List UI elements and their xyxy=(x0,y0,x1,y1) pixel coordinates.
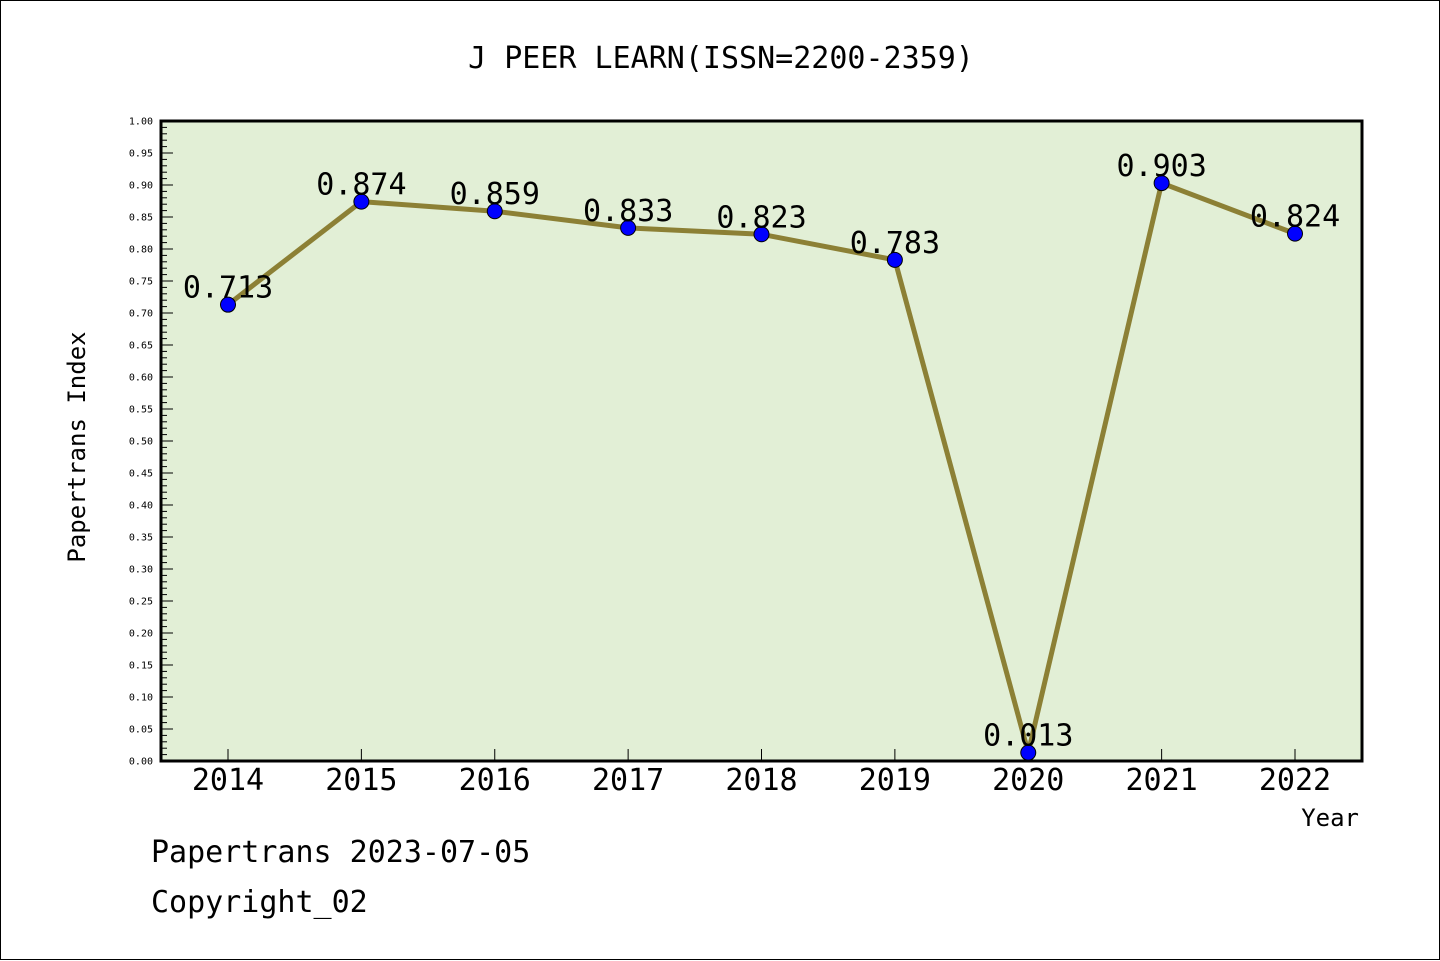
footer-date: Papertrans 2023-07-05 xyxy=(151,835,531,870)
data-point xyxy=(353,193,370,210)
y-tick-label: 1.00 xyxy=(129,117,153,128)
x-axis-ticks: 2014 2015 2016 2017 2018 2019 2020 2021 2022 xyxy=(192,749,1331,798)
y-tick-label: 0.70 xyxy=(129,309,153,320)
x-tick-label: 2020 xyxy=(992,763,1064,798)
data-point xyxy=(753,226,770,243)
x-tick-label: 2019 xyxy=(859,763,931,798)
x-tick-label: 2021 xyxy=(1126,763,1198,798)
y-tick-label: 0.80 xyxy=(129,245,153,256)
data-label: 0.903 xyxy=(1116,149,1206,184)
y-tick-label: 0.85 xyxy=(129,213,153,224)
y-tick-label: 0.15 xyxy=(129,661,153,672)
y-tick-label: 0.30 xyxy=(129,565,153,576)
y-tick-label: 0.35 xyxy=(129,533,153,544)
y-tick-label: 0.45 xyxy=(129,469,153,480)
data-label: 0.713 xyxy=(183,271,273,306)
y-tick-label: 0.20 xyxy=(129,629,153,640)
x-tick-label: 2014 xyxy=(192,763,264,798)
y-tick-label: 0.40 xyxy=(129,501,153,512)
y-tick-label: 0.60 xyxy=(129,373,153,384)
data-label: 0.859 xyxy=(450,177,540,212)
data-points xyxy=(220,175,1303,761)
y-tick-label: 0.50 xyxy=(129,437,153,448)
data-point xyxy=(220,296,236,313)
data-point xyxy=(486,203,503,220)
x-tick-label: 2016 xyxy=(459,763,531,798)
chart-title: J PEER LEARN(ISSN=2200-2359) xyxy=(468,41,974,76)
data-label: 0.823 xyxy=(716,200,806,235)
y-tick-label: 0.25 xyxy=(129,597,153,608)
y-tick-label: 0.90 xyxy=(129,181,153,192)
data-label: 0.824 xyxy=(1250,200,1340,235)
y-axis-label: Papertrans Index xyxy=(63,331,91,562)
data-point xyxy=(1020,744,1037,761)
data-label: 0.783 xyxy=(850,226,940,261)
x-tick-label: 2022 xyxy=(1259,763,1331,798)
footer-copyright: Copyright_02 xyxy=(151,885,368,920)
y-axis-ticks: 0.00 0.05 0.10 0.15 0.20 0.25 0.30 0.35 0.40 0.45… xyxy=(129,117,173,768)
x-tick-label: 2015 xyxy=(325,763,397,798)
data-point xyxy=(886,251,903,268)
data-label: 0.874 xyxy=(316,168,406,203)
data-point xyxy=(620,219,637,236)
x-axis-label: Year xyxy=(1301,804,1359,832)
y-tick-label: 0.05 xyxy=(129,725,153,736)
data-point xyxy=(1287,225,1303,242)
data-label: 0.833 xyxy=(583,194,673,229)
y-tick-label: 0.75 xyxy=(129,277,153,288)
y-tick-label: 0.95 xyxy=(129,149,153,160)
y-tick-label: 0.55 xyxy=(129,405,153,416)
y-tick-label: 0.00 xyxy=(129,757,153,768)
x-tick-label: 2018 xyxy=(725,763,797,798)
data-label: 0.013 xyxy=(983,719,1073,754)
data-point xyxy=(1153,175,1170,192)
data-labels: 0.713 0.874 0.859 0.833 0.823 0.783 0.013 0.903… xyxy=(183,149,1340,754)
y-tick-label: 0.65 xyxy=(129,341,153,352)
x-tick-label: 2017 xyxy=(592,763,664,798)
y-tick-label: 0.10 xyxy=(129,693,153,704)
